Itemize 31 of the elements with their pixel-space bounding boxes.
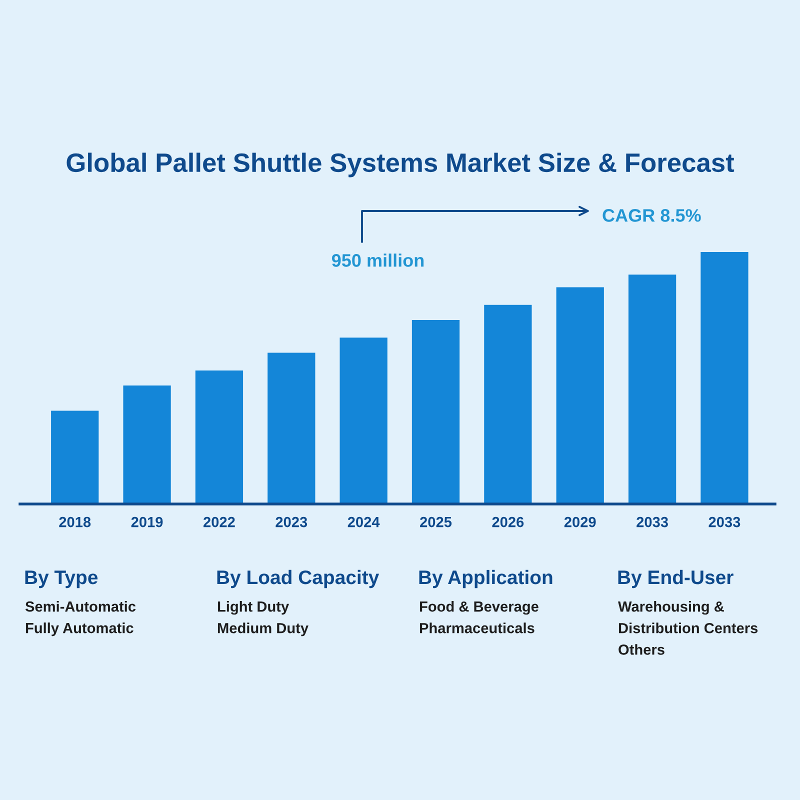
bar [51,410,99,504]
x-tick-label: 2019 [131,516,163,528]
text: By Application [419,570,552,588]
text: By Type [25,570,98,588]
bar [412,320,460,504]
x-tick-label: 2026 [492,516,524,528]
text: By Load Capacity [217,570,380,588]
text: CAGR 8.5% [602,209,701,222]
text: Warehousing & Distribution Centers Others [618,601,758,655]
chart-title: Global Pallet Shuttle Systems Market Size & Forecast [66,152,734,178]
bar [195,370,244,504]
x-tick-label: 2023 [276,516,308,528]
bar [268,352,316,504]
bar [123,386,171,504]
bar [340,338,388,504]
text: By End-User [618,570,734,588]
x-tick-label: 2025 [420,516,452,528]
bar [700,252,748,504]
annotation: 950 million [332,254,424,267]
x-tick-label: 2033 [708,516,740,528]
bar [628,274,676,504]
x-tick-label: 2029 [564,516,596,528]
x-tick-label: 2024 [348,516,380,528]
x-tick-label: 2033 [636,516,668,528]
text: Semi-Automatic Fully Automatic [25,601,136,636]
x-tick-label: 2022 [204,516,235,528]
x-tick-label: 2018 [59,516,91,528]
text: Food & Beverage Pharmaceuticals [420,601,538,634]
text: Light Duty Medium Duty [218,601,308,636]
bar [484,304,532,504]
bar [556,287,604,504]
